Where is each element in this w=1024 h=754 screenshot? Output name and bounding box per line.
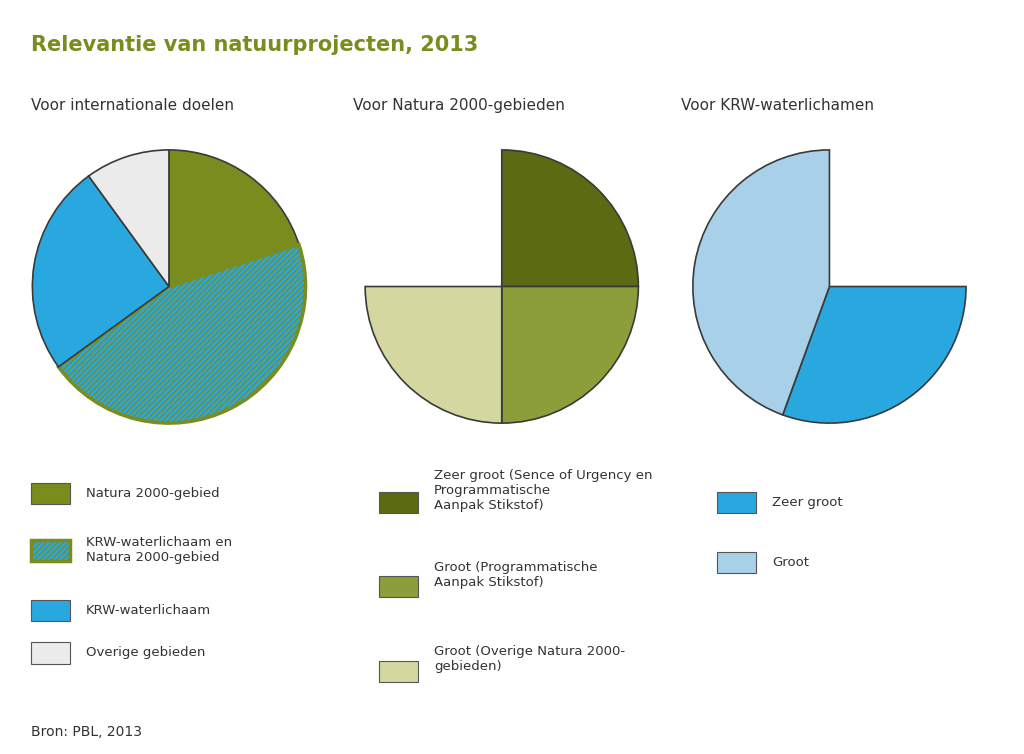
Bar <box>31 540 70 561</box>
Wedge shape <box>89 150 169 287</box>
Text: Groot (Programmatische
Aanpak Stikstof): Groot (Programmatische Aanpak Stikstof) <box>434 560 598 589</box>
Wedge shape <box>502 287 638 423</box>
Text: Zeer groot (Sence of Urgency en
Programmatische
Aanpak Stikstof): Zeer groot (Sence of Urgency en Programm… <box>434 468 652 512</box>
Bar <box>31 600 70 621</box>
Bar <box>31 483 70 504</box>
Bar <box>31 642 70 664</box>
Wedge shape <box>33 176 169 366</box>
Wedge shape <box>502 150 638 287</box>
Wedge shape <box>58 244 305 423</box>
Bar <box>379 576 418 597</box>
Text: Groot (Overige Natura 2000-
gebieden): Groot (Overige Natura 2000- gebieden) <box>434 645 626 673</box>
Text: Voor KRW-waterlichamen: Voor KRW-waterlichamen <box>681 98 873 113</box>
Text: KRW-waterlichaam: KRW-waterlichaam <box>86 604 211 618</box>
Text: Overige gebieden: Overige gebieden <box>86 646 206 660</box>
Bar <box>717 492 756 513</box>
Bar <box>379 661 418 682</box>
Text: Natura 2000-gebied: Natura 2000-gebied <box>86 486 219 500</box>
Text: Bron: PBL, 2013: Bron: PBL, 2013 <box>31 725 141 739</box>
Wedge shape <box>169 150 299 287</box>
Text: Relevantie van natuurprojecten, 2013: Relevantie van natuurprojecten, 2013 <box>31 35 478 55</box>
Text: KRW-waterlichaam en
Natura 2000-gebied: KRW-waterlichaam en Natura 2000-gebied <box>86 536 232 565</box>
Wedge shape <box>693 150 829 415</box>
Wedge shape <box>782 287 966 423</box>
Bar <box>717 552 756 573</box>
Text: Zeer groot: Zeer groot <box>772 495 843 509</box>
Text: Voor Natura 2000-gebieden: Voor Natura 2000-gebieden <box>353 98 565 113</box>
Bar <box>31 540 70 561</box>
Bar <box>379 492 418 513</box>
Text: Groot: Groot <box>772 556 809 569</box>
Wedge shape <box>366 287 502 423</box>
Text: Voor internationale doelen: Voor internationale doelen <box>31 98 233 113</box>
